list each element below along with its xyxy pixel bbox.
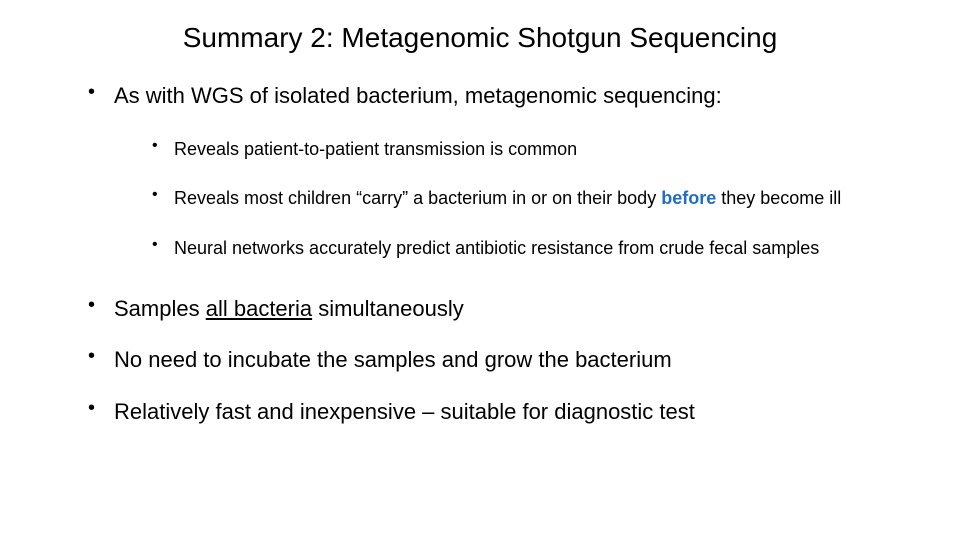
slide-body: As with WGS of isolated bacterium, metag… — [86, 82, 886, 425]
bullet-text: Reveals patient-to-patient transmission … — [174, 138, 886, 162]
bullet-text: Reveals most children “carry” a bacteriu… — [174, 187, 886, 211]
bullet-text: Samples all bacteria simultaneously — [114, 295, 886, 323]
text-run: No need to incubate the samples and grow… — [114, 347, 672, 372]
bullet-text: No need to incubate the samples and grow… — [114, 346, 886, 374]
text-run: Relatively fast and inexpensive – suitab… — [114, 399, 695, 424]
text-run: they become ill — [716, 188, 841, 208]
text-run: As with WGS of isolated bacterium, metag… — [114, 83, 722, 108]
text-run: Samples — [114, 296, 206, 321]
bullet-text: Neural networks accurately predict antib… — [174, 237, 886, 261]
text-run: before — [661, 188, 716, 208]
bullet-level1: Samples all bacteria simultaneously — [86, 295, 886, 323]
text-run: Neural networks accurately predict antib… — [174, 238, 819, 258]
bullet-text: As with WGS of isolated bacterium, metag… — [114, 82, 886, 110]
bullet-level2: Reveals patient-to-patient transmission … — [150, 138, 886, 162]
slide: Summary 2: Metagenomic Shotgun Sequencin… — [0, 0, 960, 540]
bullet-level1: No need to incubate the samples and grow… — [86, 346, 886, 374]
page-title: Summary 2: Metagenomic Shotgun Sequencin… — [0, 22, 960, 54]
text-run: all bacteria — [206, 296, 312, 321]
bullet-sublist: Reveals patient-to-patient transmission … — [150, 138, 886, 261]
bullet-level1: As with WGS of isolated bacterium, metag… — [86, 82, 886, 261]
bullet-level2: Reveals most children “carry” a bacteriu… — [150, 187, 886, 211]
bullet-level1: Relatively fast and inexpensive – suitab… — [86, 398, 886, 426]
bullet-list: As with WGS of isolated bacterium, metag… — [86, 82, 886, 425]
bullet-level2: Neural networks accurately predict antib… — [150, 237, 886, 261]
bullet-text: Relatively fast and inexpensive – suitab… — [114, 398, 886, 426]
text-run: simultaneously — [312, 296, 464, 321]
text-run: Reveals most children “carry” a bacteriu… — [174, 188, 661, 208]
text-run: Reveals patient-to-patient transmission … — [174, 139, 577, 159]
